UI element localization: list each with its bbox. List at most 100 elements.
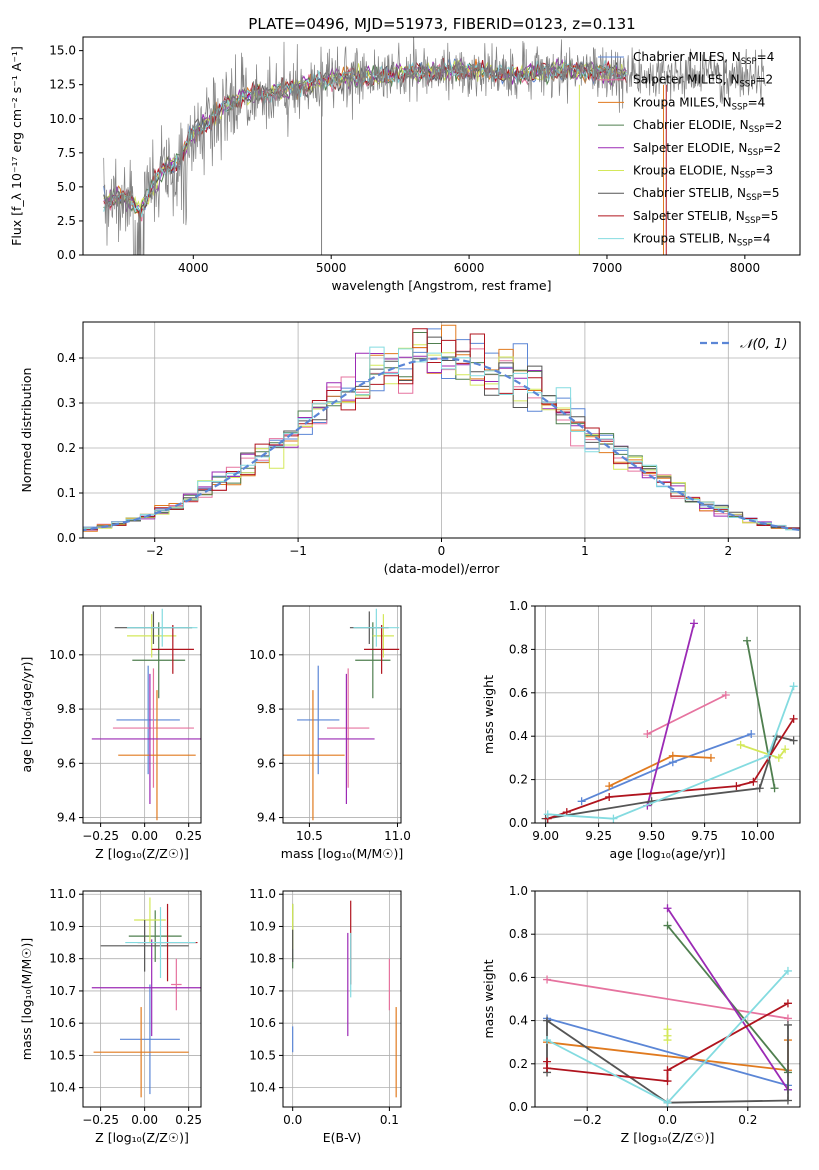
y-axis-label: mass [log₁₀(M/M☉)]	[19, 938, 34, 1060]
weight-series-line	[666, 907, 789, 1091]
x-tick-label: 7000	[592, 261, 623, 275]
y-axis-label: age [log₁₀(age/yr)]	[19, 657, 34, 773]
spectrum-legend: Chabrier MILES, NSSP=4 Salpeter MILES, NS…	[598, 50, 782, 249]
age-vs-Z-frame	[82, 605, 202, 824]
y-tick-label: 15.0	[49, 44, 76, 58]
y-tick-label: 0.4	[509, 1014, 528, 1028]
x-tick-label: −0.25	[82, 829, 119, 843]
mass-weight-vs-age-axes: 9.00 9.25 9.50 9.75 10.00 0.0 0.2 0.4 0.6 0.8 1.0 a…	[481, 599, 800, 861]
weight-marker	[609, 814, 618, 823]
y-tick-label: 10.6	[49, 1016, 76, 1030]
y-tick-label: 0.2	[509, 773, 528, 787]
legend-entry: Chabrier MILES, NSSP=4	[633, 50, 774, 67]
age-vs-mass-errorbars	[283, 608, 400, 821]
weight-marker	[663, 921, 672, 930]
y-tick-label: 12.5	[49, 78, 76, 92]
y-axis-label: Flux [f_λ 10⁻¹⁷ erg cm⁻² s⁻¹ A⁻¹]	[9, 46, 24, 246]
age-vs-Z-axes: −0.25 0.00 0.25 9.4 9.6 9.8 10.0 Z [log₁₀(Z/Z☉)…	[19, 606, 202, 861]
legend-entry: Salpeter STELIB, NSSP=5	[633, 209, 778, 226]
x-tick-label: 10.5	[296, 829, 323, 843]
x-tick-label: −1	[289, 544, 307, 558]
y-axis-label: mass weight	[481, 959, 496, 1038]
x-axis-label: Z [log₁₀(Z/Z☉)]	[621, 1130, 715, 1145]
mass-vs-EBV-axes: 0.0 0.1 10.4 10.5 10.6 10.7 10.8 10.9 11.0 E(B-V)	[249, 887, 401, 1145]
y-tick-label: 10.8	[49, 952, 76, 966]
weight-marker	[543, 1036, 552, 1045]
y-tick-label: 0.3	[57, 396, 76, 410]
weight-marker	[755, 784, 764, 793]
x-axis-label: Z [log₁₀(Z/Z☉)]	[95, 1130, 189, 1145]
x-tick-label: 0.00	[131, 1113, 158, 1127]
y-tick-label: 0.8	[509, 642, 528, 656]
y-tick-label: 9.8	[57, 702, 76, 716]
weight-marker	[732, 782, 741, 791]
legend-entry: Kroupa MILES, NSSP=4	[633, 95, 765, 112]
normal-curve	[83, 357, 800, 532]
weight-marker	[577, 797, 586, 806]
weight-series-line	[547, 685, 795, 820]
y-tick-label: 9.6	[257, 756, 276, 770]
weight-series-line	[746, 640, 776, 789]
weight-marker	[605, 792, 614, 801]
x-tick-label: 9.25	[585, 829, 612, 843]
weight-marker	[643, 730, 652, 739]
legend-entry: Chabrier ELODIE, NSSP=2	[633, 118, 782, 135]
y-tick-label: 10.5	[49, 1048, 76, 1062]
x-tick-label: 0.25	[175, 1113, 202, 1127]
mass-weight-vs-Z-frame	[534, 890, 801, 1108]
legend-entry: Salpeter MILES, NSSP=2	[633, 73, 773, 90]
legend-entry: 𝒩(0, 1)	[740, 337, 787, 352]
legend-entry: Salpeter ELODIE, NSSP=2	[633, 141, 781, 158]
weight-marker	[781, 745, 790, 754]
weight-marker	[668, 751, 677, 760]
x-tick-label: 0.2	[738, 1113, 757, 1127]
y-tick-label: 1.0	[509, 599, 528, 613]
weight-marker	[783, 966, 792, 975]
weight-marker	[543, 1064, 552, 1073]
mass-vs-Z-axes: −0.25 0.00 0.25 10.4 10.5 10.6 10.7 10.8 10.9 11.…	[19, 887, 202, 1145]
x-tick-label: 4000	[178, 261, 209, 275]
y-tick-label: 2.5	[57, 214, 76, 228]
weight-marker	[605, 782, 614, 791]
weight-marker	[706, 753, 715, 762]
x-tick-label: −0.25	[82, 1113, 119, 1127]
weight-marker	[774, 753, 783, 762]
x-axis-label: Z [log₁₀(Z/Z☉)]	[95, 846, 189, 861]
y-tick-label: 9.6	[57, 756, 76, 770]
weight-marker	[783, 999, 792, 1008]
x-tick-label: 0.25	[175, 829, 202, 843]
mass-weight-vs-age-frame	[534, 605, 801, 824]
x-tick-label: 0.00	[131, 829, 158, 843]
age-vs-mass-axes: 10.5 11.0 9.4 9.6 9.8 10.0 mass [log₁₀(M/M☉)]	[249, 606, 411, 861]
x-tick-label: 11.0	[384, 829, 411, 843]
x-tick-label: 0.1	[380, 1113, 399, 1127]
x-tick-label: 6000	[454, 261, 485, 275]
histograms	[83, 324, 800, 533]
x-tick-label: −2	[146, 544, 164, 558]
x-tick-label: 9.00	[532, 829, 559, 843]
mass-weight-vs-Z-axes: −0.2 0.0 0.2 0.0 0.2 0.4 0.6 0.8 1.0 Z [log₁₀(Z/Z…	[481, 884, 800, 1145]
figure-title: PLATE=0496, MJD=51973, FIBERID=0123, z=0…	[248, 15, 635, 33]
x-tick-label: 10.00	[740, 829, 774, 843]
y-tick-label: 9.4	[257, 811, 276, 825]
x-axis-label: age [log₁₀(age/yr)]	[610, 846, 726, 861]
legend-entry: Kroupa ELODIE, NSSP=3	[633, 164, 773, 181]
y-tick-label: 0.0	[509, 1100, 528, 1114]
y-tick-label: 10.5	[249, 1048, 276, 1062]
y-tick-label: 9.4	[57, 811, 76, 825]
mass-weight-vs-Z-lines	[543, 904, 792, 1107]
y-tick-label: 1.0	[509, 884, 528, 898]
spectrum-lines	[103, 37, 766, 255]
x-axis-label: E(B-V)	[323, 1130, 362, 1145]
residuals-frame	[82, 321, 801, 539]
weight-marker	[736, 740, 745, 749]
weight-marker	[783, 1096, 792, 1105]
x-tick-label: 8000	[730, 261, 761, 275]
weight-marker	[764, 751, 773, 760]
y-tick-label: 10.9	[49, 919, 76, 933]
y-tick-label: 10.0	[49, 648, 76, 662]
y-axis-label: Normed distribution	[19, 368, 34, 493]
weight-marker	[663, 904, 672, 913]
y-tick-label: 10.9	[249, 919, 276, 933]
mass-vs-EBV-errorbars	[292, 900, 397, 1098]
